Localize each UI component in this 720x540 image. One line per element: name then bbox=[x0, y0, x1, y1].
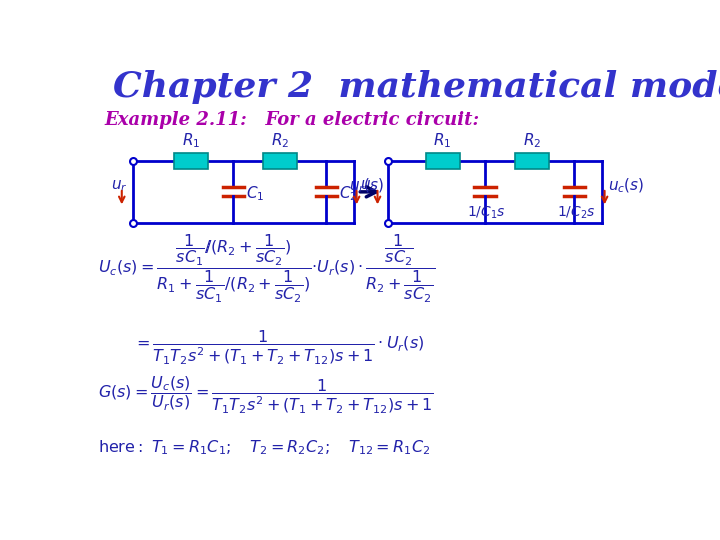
Bar bbox=[515, 153, 549, 168]
Text: $R_2$: $R_2$ bbox=[523, 132, 541, 150]
Text: $R_2$: $R_2$ bbox=[271, 132, 289, 150]
Text: $=\dfrac{1}{T_1T_2s^2+(T_1+T_2+T_{12})s+1}\cdot U_r(s)$: $=\dfrac{1}{T_1T_2s^2+(T_1+T_2+T_{12})s+… bbox=[132, 329, 424, 367]
Text: $u_r$: $u_r$ bbox=[112, 178, 128, 193]
Text: $C_2$: $C_2$ bbox=[339, 184, 357, 202]
Text: $u_c(s)$: $u_c(s)$ bbox=[608, 177, 644, 195]
Text: $R_1$: $R_1$ bbox=[181, 132, 200, 150]
Text: $u_r(s)$: $u_r(s)$ bbox=[348, 177, 384, 195]
Bar bbox=[263, 153, 297, 168]
Text: $1/C_2s$: $1/C_2s$ bbox=[557, 204, 595, 220]
Text: $1/C_1s$: $1/C_1s$ bbox=[467, 204, 506, 220]
Text: $u_c$: $u_c$ bbox=[360, 178, 377, 193]
Text: $U_c(s)=\dfrac{\dfrac{1}{sC_1}/\!\!/(R_2+\dfrac{1}{sC_2})}{R_1+\dfrac{1}{sC_1}/\: $U_c(s)=\dfrac{\dfrac{1}{sC_1}/\!\!/(R_2… bbox=[98, 233, 435, 305]
Text: $C_1$: $C_1$ bbox=[246, 184, 264, 202]
Bar bbox=[174, 153, 208, 168]
Text: $R_1$: $R_1$ bbox=[433, 132, 451, 150]
Text: $\mathrm{here:}\ T_1=R_1C_1;\quad T_2=R_2C_2;\quad T_{12}=R_1C_2$: $\mathrm{here:}\ T_1=R_1C_1;\quad T_2=R_… bbox=[98, 438, 430, 457]
Bar bbox=[426, 153, 459, 168]
Text: Chapter 2  mathematical models of systems: Chapter 2 mathematical models of systems bbox=[113, 69, 720, 104]
Text: $G(s)=\dfrac{U_c(s)}{U_r(s)}=\dfrac{1}{T_1T_2s^2+(T_1+T_2+T_{12})s+1}$: $G(s)=\dfrac{U_c(s)}{U_r(s)}=\dfrac{1}{T… bbox=[98, 375, 433, 416]
Text: Example 2.11:   For a electric circuit:: Example 2.11: For a electric circuit: bbox=[104, 111, 479, 129]
